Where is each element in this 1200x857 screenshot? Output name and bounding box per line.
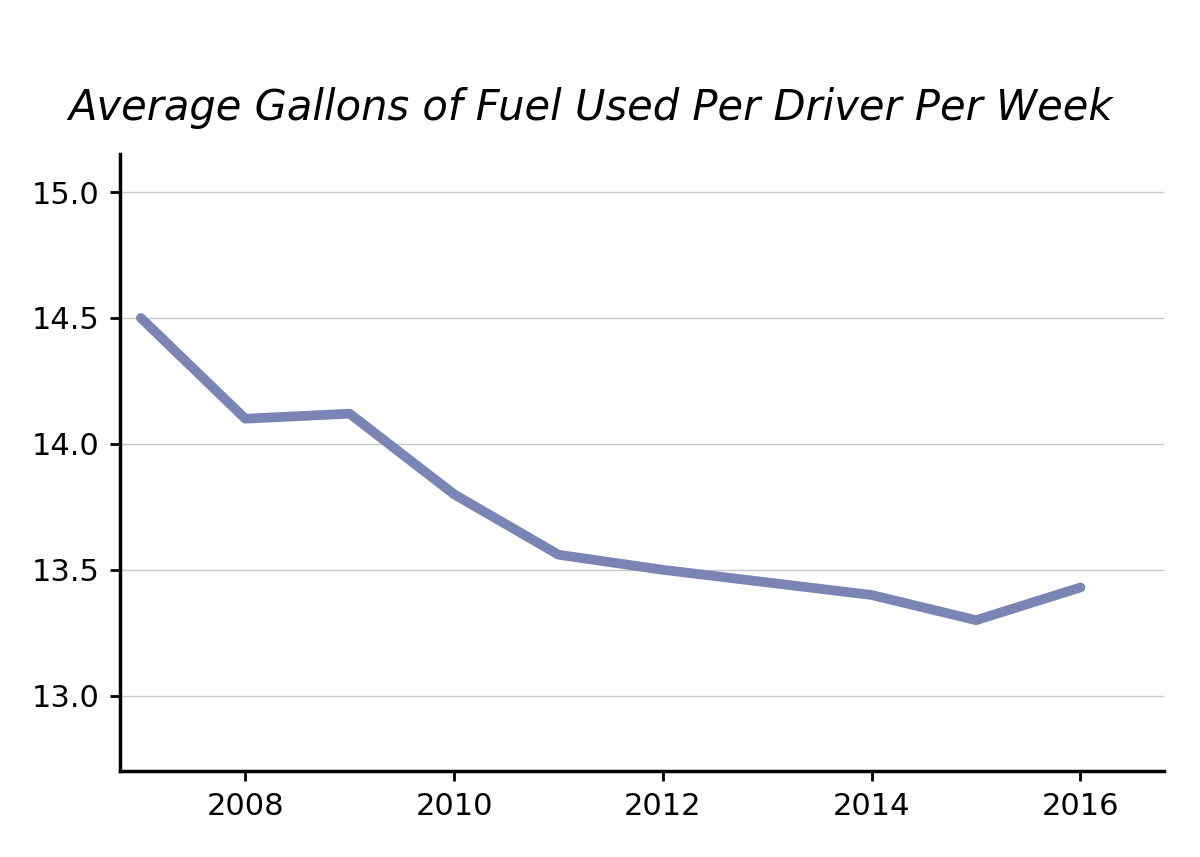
Text: Average Gallons of Fuel Used Per Driver Per Week: Average Gallons of Fuel Used Per Driver … xyxy=(67,87,1112,129)
